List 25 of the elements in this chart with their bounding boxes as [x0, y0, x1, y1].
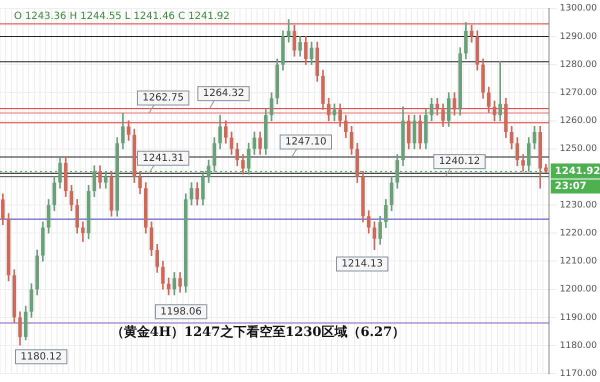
annotation: 1198.06 [160, 306, 202, 318]
y-tick-label: 1250.00 [560, 144, 598, 154]
ref-line-label: 1247.10 [285, 136, 327, 148]
y-tick-label: 1210.00 [560, 256, 598, 267]
y-tick-label: 1270.00 [560, 88, 598, 98]
annotation: 1180.12 [20, 351, 62, 362]
ref-line-label: 1262.75 [142, 92, 184, 104]
y-tick-label: 1180.00 [560, 340, 598, 351]
text: （黄金4H）1247之下看空至1230区域（6.27） [110, 324, 406, 340]
y-tick-label: 1190.00 [560, 312, 598, 323]
y-tick-label: 1200.00 [560, 284, 598, 295]
y-tick-label: 1230.00 [560, 200, 598, 210]
y-tick-label: 1260.00 [560, 116, 598, 126]
y-tick-label: 1280.00 [560, 60, 598, 70]
ref-line-label: 1241.31 [142, 152, 184, 164]
ref-line-label: 1240.12 [438, 156, 480, 168]
annotation: O 1243.36 H 1244.55 L 1241.46 C 1241.92 [14, 10, 230, 22]
annotation: 1214.13 [342, 258, 383, 270]
ref-line-label: 1264.32 [202, 88, 244, 100]
y-tick-label: 1300.00 [560, 4, 598, 14]
y-tick-label: 1290.00 [560, 32, 598, 42]
y-tick-label: 1220.00 [560, 228, 598, 238]
y-tick-label: 1170.00 [560, 368, 598, 379]
text: 23:07 [554, 181, 587, 192]
ref-line-label: 1241.92 [554, 166, 600, 178]
